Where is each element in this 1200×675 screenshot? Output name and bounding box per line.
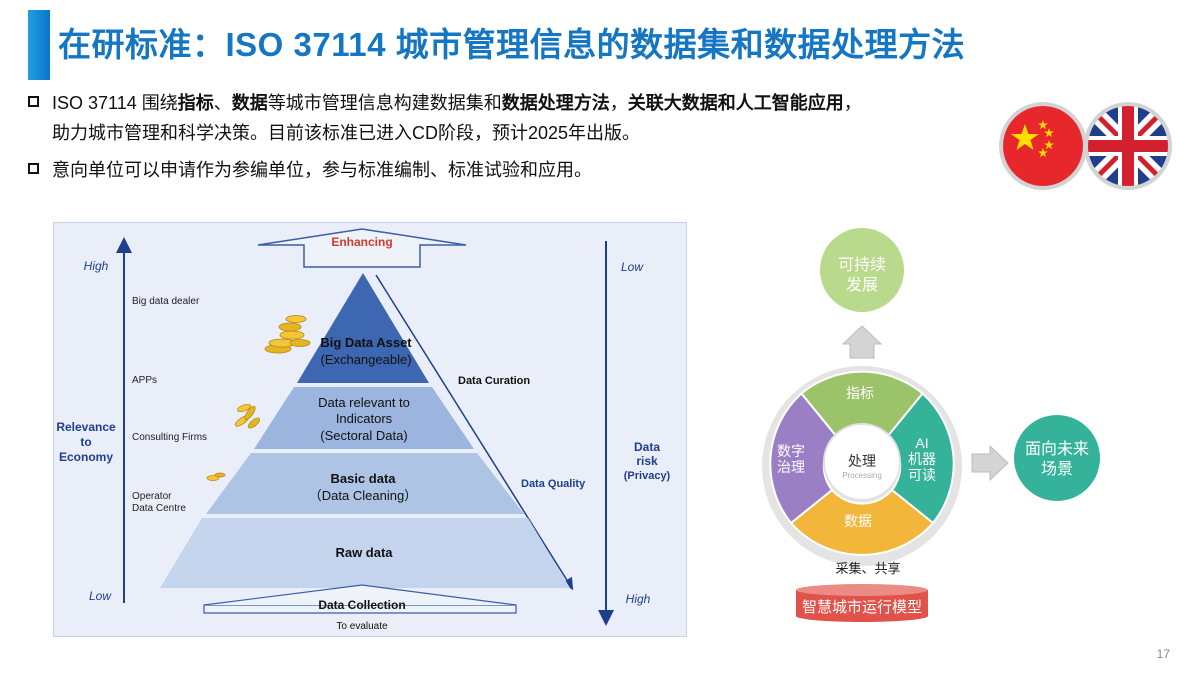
indicators-label: 指标: [846, 385, 874, 401]
pyramid-level-second: [254, 387, 474, 449]
bullet-2-text: 意向单位可以申请作为参编单位，参与标准编制、标准试验和应用。: [52, 160, 592, 180]
uk-flag-icon: [1088, 106, 1168, 186]
data-label: 数据: [844, 513, 872, 529]
digital-label-2: 治理: [777, 459, 805, 475]
china-flag-icon: [1003, 106, 1083, 186]
ai-label-3: 可读: [908, 467, 936, 483]
future-circle: [1014, 415, 1100, 501]
coins-medium-icon: [234, 403, 261, 429]
label-data-curation: Data Curation: [458, 375, 530, 387]
left-axis-label-3: Economy: [59, 450, 113, 464]
future-text-1: 面向未来: [1025, 440, 1089, 458]
label-data-centre: Data Centre: [132, 503, 186, 514]
bullet-1-part-g: ，: [609, 93, 628, 113]
label-consulting-firms: Consulting Firms: [132, 432, 207, 443]
segment-digital-governance[interactable]: [769, 392, 838, 525]
center-sublabel: Processing: [842, 471, 882, 480]
bullet-1: ISO 37114 围绕指标、数据等城市管理信息构建数据集和数据处理方法，关联大…: [28, 88, 968, 148]
diagonal-arrow: [375, 274, 574, 591]
bullet-1-bold-indicators: 指标: [177, 93, 214, 113]
bullet-1-bold-data: 数据: [231, 93, 268, 113]
bullet-1-text: ISO 37114 围绕指标、数据等城市管理信息构建数据集和数据处理方法，关联大…: [52, 88, 968, 148]
bullet-2: 意向单位可以申请作为参编单位，参与标准编制、标准试验和应用。: [28, 155, 968, 185]
level-bottom-title: Raw data: [335, 545, 393, 560]
right-axis-label-2: risk: [636, 454, 658, 468]
bullet-1-bold-methods: 数据处理方法: [501, 93, 610, 113]
sustainable-text-2: 发展: [846, 276, 878, 294]
level-top-subtitle: (Exchangeable): [320, 352, 411, 367]
right-axis-low: Low: [621, 260, 644, 274]
level-third-subtitle: （Data Cleaning）: [309, 488, 417, 503]
label-operator: Operator: [132, 491, 172, 502]
up-arrow-icon: [841, 325, 883, 359]
level-second-line-3: (Sectoral Data): [320, 428, 407, 443]
level-second-line-2: Indicators: [336, 411, 393, 426]
label-apps: APPs: [132, 375, 157, 386]
data-pyramid-panel: Enhancing High Low Relevance to Economy …: [53, 222, 687, 637]
digital-label-1: 数字: [777, 443, 805, 459]
right-axis-label-1: Data: [634, 440, 660, 454]
right-axis-high: High: [626, 592, 651, 606]
pyramid-level-third: [206, 453, 524, 514]
sustainable-text-1: 可持续: [838, 256, 886, 274]
bullet-1-bold-ai: 关联大数据和人工智能应用: [627, 93, 844, 113]
pyramid-level-bottom: [160, 518, 570, 588]
pyramid-level-top: [297, 273, 429, 383]
left-axis-low: Low: [89, 589, 112, 603]
right-arrow-icon: [971, 444, 1009, 482]
level-top-title: Big Data Asset: [320, 335, 412, 350]
to-evaluate-label: To evaluate: [336, 621, 388, 632]
center-label: 处理: [848, 453, 876, 469]
processing-center: [823, 423, 901, 501]
enhancing-arrow: [257, 228, 467, 268]
data-collection-label: Data Collection: [318, 598, 405, 612]
model-cylinder-body: [796, 590, 928, 622]
data-pyramid-diagram: Enhancing High Low Relevance to Economy …: [56, 228, 671, 632]
future-text-2: 场景: [1041, 460, 1073, 478]
bullet-1-part-i: ，: [843, 93, 862, 113]
level-second-line-1: Data relevant to: [318, 395, 410, 410]
bullet-1-part-c: 、: [213, 93, 232, 113]
ai-label-2: 机器: [908, 451, 936, 467]
data-collection-arrow: [203, 584, 517, 606]
ai-label-1: AI: [915, 435, 928, 451]
model-label: 智慧城市运行模型: [802, 598, 922, 616]
label-data-quality: Data Quality: [521, 478, 586, 490]
left-axis-high: High: [84, 259, 109, 273]
page-title: 在研标准：ISO 37114 城市管理信息的数据集和数据处理方法: [58, 26, 966, 63]
title-accent-bar: [28, 10, 50, 80]
coins-stack-icon: [264, 315, 311, 354]
model-cylinder-top: [796, 584, 928, 596]
bullet-square-icon: [28, 96, 39, 107]
enhancing-label: Enhancing: [331, 235, 392, 249]
smart-city-cycle-diagram: 可持续 发展 处理 Processing 指标 AI 机器 可读 数据 数字 治…: [762, 228, 1100, 622]
bullet-square-icon: [28, 163, 39, 174]
bullet-1-part-a: ISO 37114 围绕: [52, 93, 178, 113]
left-axis-label-2: to: [80, 435, 91, 449]
left-axis-label-1: Relevance: [56, 420, 116, 434]
coins-small-icon: [206, 472, 226, 481]
label-big-data-dealer: Big data dealer: [132, 296, 200, 307]
collect-share-label: 采集、共享: [835, 561, 900, 576]
right-axis-label-3: (Privacy): [624, 470, 671, 482]
bullet-1-part-e: 等城市管理信息构建数据集和: [267, 93, 502, 113]
level-third-title: Basic data: [330, 471, 396, 486]
page-number: 17: [1156, 647, 1170, 661]
bullet-1-line-2: 助力城市管理和科学决策。目前该标准已进入CD阶段，预计2025年出版。: [52, 123, 641, 143]
segment-data[interactable]: [789, 488, 935, 556]
sustainable-circle: [820, 228, 904, 312]
